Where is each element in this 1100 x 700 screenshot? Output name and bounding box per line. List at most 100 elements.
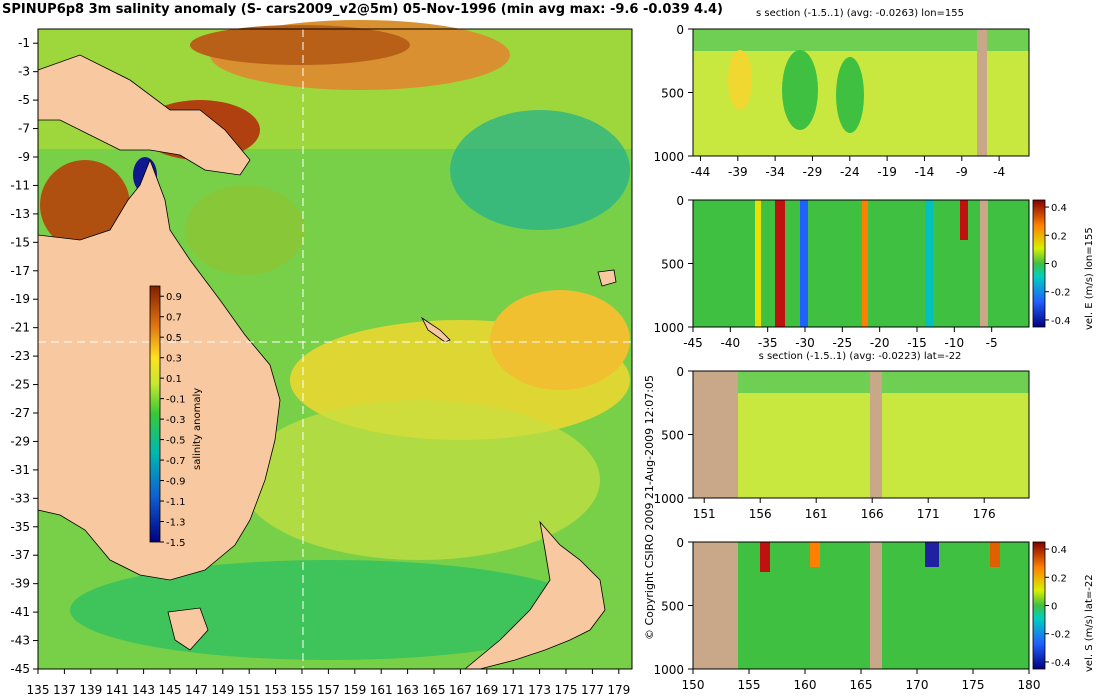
map-x-tick-label: 179 (607, 683, 630, 697)
map-colorbar-label: salinity anomaly (192, 388, 203, 470)
section-x-tick-label: 180 (1018, 678, 1041, 692)
section-land-mask (693, 542, 738, 669)
map-y-tick-label: -13 (10, 207, 30, 221)
velocity-colorbar-tick-label: 0 (1051, 602, 1057, 613)
map-x-tick-label: 135 (27, 683, 50, 697)
section-lon-salinity-panel: s section (-1.5..1) (avg: -0.0263) lon=1… (653, 8, 1030, 179)
section-y-tick-label: 1000 (653, 492, 684, 506)
map-x-tick-label: 137 (53, 683, 76, 697)
velocity-jet (862, 200, 868, 327)
map-y-tick-label: -19 (10, 292, 30, 306)
map-y-tick-label: -31 (10, 463, 30, 477)
section-lon-velocity-panel: vel. E (m/s) lon=155 -45 -40 -35 -30 -25 -20 -… (653, 194, 1095, 350)
map-anomaly-patch (490, 290, 630, 390)
chart-title: SPINUP6p8 3m salinity anomaly (S- cars20… (2, 2, 723, 17)
map-x-tick-label: 161 (370, 683, 393, 697)
velocity-colorbar-lon-label: vel. E (m/s) lon=155 (1084, 227, 1095, 330)
map-colorbar-tick-label: -1.3 (166, 518, 186, 529)
section-surface-band (693, 29, 1029, 51)
map-panel: salinity anomaly 0.9 0.7 0.5 0.3 0.1 -0.1 -0.3… (10, 20, 633, 697)
section-land-mask (693, 371, 738, 498)
section-x-tick-label: -30 (795, 336, 815, 350)
map-colorbar-tick-label: -0.9 (166, 477, 186, 488)
velocity-colorbar-lat (1032, 541, 1046, 670)
section-x-tick-label: 176 (973, 507, 996, 521)
map-x-tick-label: 155 (291, 683, 314, 697)
map-y-tick-label: -3 (18, 65, 30, 79)
map-x-ticks: 135 137 139 141 143 145 147 149 151 153 155 157 159 1… (27, 669, 630, 697)
map-y-tick-label: -45 (10, 662, 30, 676)
section-x-tick-label: -14 (915, 165, 935, 179)
map-anomaly-patch (40, 160, 130, 250)
map-x-tick-label: 159 (343, 683, 366, 697)
map-colorbar-tick-label: 0.1 (166, 374, 182, 385)
section-x-tick-label: -44 (691, 165, 711, 179)
section-y-tick-label: 1000 (653, 321, 684, 335)
velocity-colorbar-tick-label: 0.4 (1051, 545, 1067, 556)
section-anomaly-patch (782, 50, 818, 130)
map-x-tick-label: 153 (264, 683, 287, 697)
map-colorbar-ticks: 0.9 0.7 0.5 0.3 0.1 -0.1 -0.3 -0.5 -0.7 -0.9 -1.1 -… (160, 292, 186, 549)
velocity-jet (990, 542, 1000, 567)
section-x-tick-label: 151 (693, 507, 716, 521)
velocity-jet (925, 200, 933, 327)
section-x-tick-label: -40 (721, 336, 741, 350)
section-lat-salinity-panel: s section (-1.5..1) (avg: -0.0223) lat=-… (653, 351, 1030, 521)
section-x-tick-label: -19 (877, 165, 897, 179)
section-x-tick-label: 161 (805, 507, 828, 521)
map-colorbar-tick-label: -1.1 (166, 497, 186, 508)
new-guinea-landmass (37, 54, 251, 176)
map-colorbar-tick-label: -0.3 (166, 415, 186, 426)
map-x-tick-label: 173 (528, 683, 551, 697)
map-colorbar-tick-label: 0.7 (166, 313, 182, 324)
map-x-tick-label: 141 (106, 683, 129, 697)
section-x-tick-label: 170 (906, 678, 929, 692)
section-x-tick-label: -15 (907, 336, 927, 350)
section-x-tick-label: -39 (728, 165, 748, 179)
map-y-tick-label: -39 (10, 577, 30, 591)
section-x-tick-label: -20 (870, 336, 890, 350)
map-y-tick-label: -43 (10, 634, 30, 648)
new-zealand-landmass (463, 520, 606, 670)
map-y-tick-label: -15 (10, 235, 30, 249)
velocity-jet (755, 200, 761, 327)
section-x-tick-label: -45 (683, 336, 703, 350)
velocity-colorbar-tick-label: -0.2 (1051, 630, 1071, 641)
map-y-tick-label: -33 (10, 491, 30, 505)
velocity-jet (960, 200, 968, 240)
velocity-colorbar-tick-label: 0.4 (1051, 203, 1067, 214)
map-x-tick-label: 151 (238, 683, 261, 697)
section-x-tick-label: 171 (917, 507, 940, 521)
section-y-tick-label: 500 (661, 600, 684, 614)
section-y-tick-label: 0 (676, 536, 684, 550)
map-x-tick-label: 145 (159, 683, 182, 697)
map-y-tick-label: -23 (10, 349, 30, 363)
section-x-tick-label: 175 (962, 678, 985, 692)
velocity-colorbar-tick-label: 0.2 (1051, 573, 1067, 584)
map-y-tick-label: -25 (10, 378, 30, 392)
map-x-tick-label: 143 (132, 683, 155, 697)
section-y-tick-label: 0 (676, 194, 684, 208)
map-y-tick-label: -21 (10, 321, 30, 335)
section-x-tick-label: -4 (993, 165, 1005, 179)
map-x-tick-label: 175 (555, 683, 578, 697)
map-x-tick-label: 169 (475, 683, 498, 697)
velocity-colorbar-lat-label: vel. S (m/s) lat=-22 (1084, 574, 1095, 672)
velocity-jet (800, 200, 808, 327)
section-x-tick-label: 156 (749, 507, 772, 521)
velocity-colorbar-lon (1032, 199, 1046, 328)
section-x-tick-label: 150 (682, 678, 705, 692)
section-x-tick-label: -35 (758, 336, 778, 350)
section-y-tick-label: 500 (661, 258, 684, 272)
map-y-tick-label: -41 (10, 605, 30, 619)
map-anomaly-patch (240, 400, 600, 560)
map-x-tick-label: 163 (396, 683, 419, 697)
velocity-jet (925, 542, 939, 567)
section-x-tick-label: -5 (986, 336, 998, 350)
map-colorbar (149, 285, 161, 543)
section-y-tick-label: 500 (661, 429, 684, 443)
velocity-colorbar-tick-label: -0.4 (1051, 316, 1071, 327)
section-x-tick-label: -25 (833, 336, 853, 350)
map-frame (37, 28, 633, 670)
section-lat-salinity-title: s section (-1.5..1) (avg: -0.0223) lat=-… (759, 351, 962, 362)
